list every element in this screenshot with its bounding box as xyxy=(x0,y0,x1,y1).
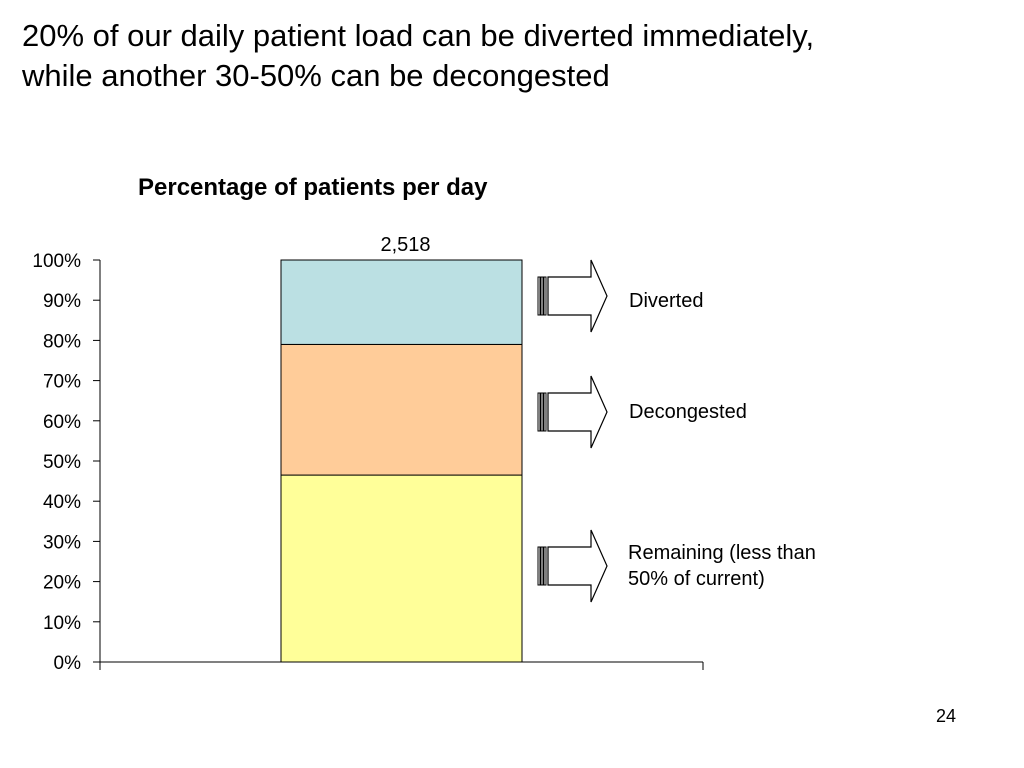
y-tick-label: 10% xyxy=(43,613,81,634)
slide-title: 20% of our daily patient load can be div… xyxy=(22,16,1012,96)
bar-segment-decongested xyxy=(280,343,523,476)
bar-total-label: 2,518 xyxy=(380,234,430,256)
arrow-remaining-icon xyxy=(537,529,608,603)
y-tick-label: 70% xyxy=(43,372,81,393)
y-tick-label: 40% xyxy=(43,492,81,513)
label-diverted: Diverted xyxy=(629,290,704,312)
y-tick-label: 30% xyxy=(43,532,81,553)
arrow-diverted-icon xyxy=(537,259,608,333)
slide-title-line-2: while another 30-50% can be decongested xyxy=(22,58,610,93)
label-decongested: Decongested xyxy=(629,401,747,423)
y-tick-label: 60% xyxy=(43,412,81,433)
bar-segment-remaining xyxy=(280,474,523,663)
arrow-decongested-icon xyxy=(537,375,608,449)
slide-title-line-1: 20% of our daily patient load can be div… xyxy=(22,18,815,53)
y-tick-label: 0% xyxy=(54,653,82,674)
page-number: 24 xyxy=(936,706,957,726)
label-remaining-line-1: Remaining (less than xyxy=(628,542,816,564)
bar-segment-diverted xyxy=(280,259,523,345)
chart-title: Percentage of patients per day xyxy=(138,174,488,201)
label-remaining: Remaining (less than 50% of current) xyxy=(628,540,816,592)
label-remaining-line-2: 50% of current) xyxy=(628,568,765,590)
y-tick-label: 80% xyxy=(43,331,81,352)
y-tick-label: 20% xyxy=(43,573,81,594)
y-tick-label: 50% xyxy=(43,452,81,473)
y-tick-label: 90% xyxy=(43,291,81,312)
y-tick-label: 100% xyxy=(32,251,81,272)
